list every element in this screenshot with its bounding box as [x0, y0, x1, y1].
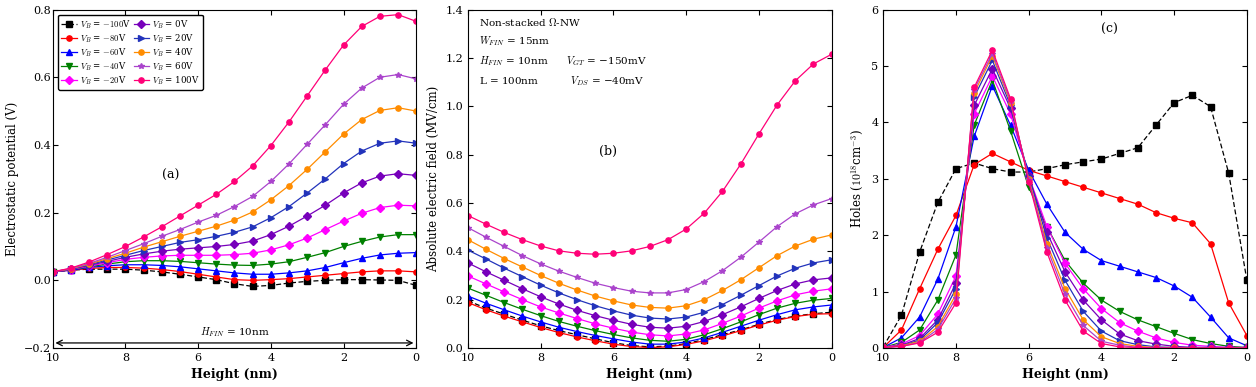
Text: (b): (b) [599, 145, 617, 158]
Text: (c): (c) [1102, 23, 1118, 36]
Text: $H_{FIN}$ = 10nm: $H_{FIN}$ = 10nm [200, 325, 269, 339]
Text: Non-stacked $\Omega$-NW
$W_{FIN}$ = 15nm
$H_{FIN}$ = 10nm      $V_{GT}$ = −150mV: Non-stacked $\Omega$-NW $W_{FIN}$ = 15nm… [479, 16, 647, 87]
Y-axis label: Holes ($10^{18}$cm$^{-3}$): Holes ($10^{18}$cm$^{-3}$) [850, 129, 865, 228]
Y-axis label: Absolute electric field (MV/cm): Absolute electric field (MV/cm) [427, 86, 440, 272]
X-axis label: Height (nm): Height (nm) [1021, 368, 1109, 382]
Y-axis label: Electrostatic potential (V): Electrostatic potential (V) [5, 102, 19, 256]
X-axis label: Height (nm): Height (nm) [607, 368, 693, 382]
Text: (a): (a) [162, 169, 180, 182]
X-axis label: Height (nm): Height (nm) [191, 368, 278, 382]
Legend: $V_B$ = $-100$V, $V_B$ = $-80$V, $V_B$ = $-60$V, $V_B$ = $-40$V, $V_B$ = $-20$V,: $V_B$ = $-100$V, $V_B$ = $-80$V, $V_B$ =… [58, 15, 203, 90]
